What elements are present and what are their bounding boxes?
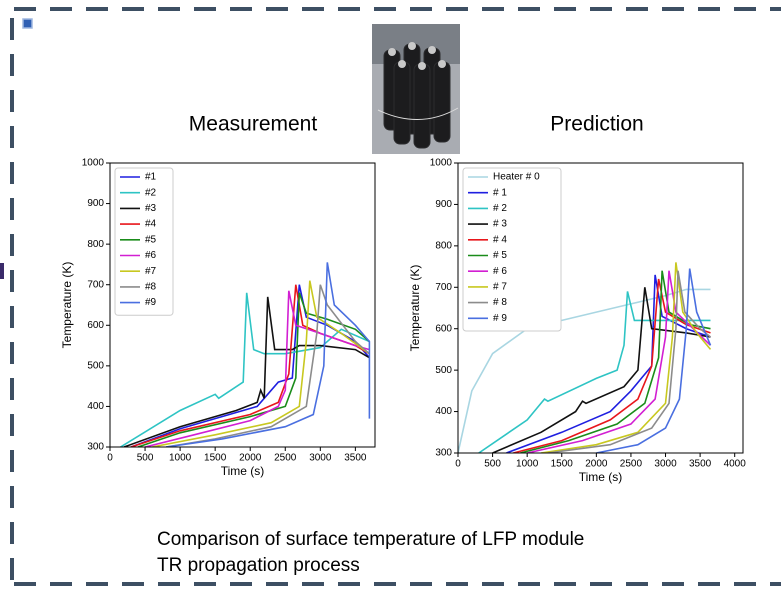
x-tick-label: 500 <box>137 453 154 464</box>
x-tick-label: 1000 <box>169 453 192 464</box>
x-tick-label: 3000 <box>654 459 677 470</box>
y-axis-label: Temperature (K) <box>408 265 422 352</box>
y-axis-label: Temperature (K) <box>60 262 74 349</box>
legend-label: # 4 <box>493 234 507 245</box>
caption: TR propagation process <box>157 555 360 576</box>
y-tick-label: 800 <box>435 240 452 251</box>
legend-label: #9 <box>145 297 157 308</box>
x-tick-label: 2500 <box>620 459 643 470</box>
legend-label: # 9 <box>493 313 507 324</box>
y-tick-label: 300 <box>87 442 104 453</box>
y-tick-label: 900 <box>435 199 452 210</box>
x-axis-label: Time (s) <box>221 464 265 478</box>
series-line <box>547 270 711 453</box>
x-tick-label: 0 <box>107 453 113 464</box>
y-tick-label: 400 <box>435 406 452 417</box>
series-line <box>458 288 711 453</box>
y-tick-label: 1000 <box>82 158 105 169</box>
side-marker <box>0 263 4 279</box>
legend-label: #7 <box>145 266 157 277</box>
caption: Comparison of surface temperature of LFP… <box>157 529 584 550</box>
series-line <box>520 270 711 453</box>
series-line <box>165 284 370 447</box>
legend-label: Heater # 0 <box>493 172 540 183</box>
y-tick-label: 900 <box>87 198 104 209</box>
y-tick-label: 700 <box>87 279 104 290</box>
series-line <box>123 296 370 447</box>
y-tick-label: 500 <box>435 365 452 376</box>
series-line <box>165 262 371 447</box>
handle <box>22 18 33 29</box>
x-tick-label: 3000 <box>309 453 332 464</box>
legend-label: #2 <box>145 187 157 198</box>
chart: Measurement 300 400 500 600 700 800 900 1000 0 500… <box>60 113 376 478</box>
series-line <box>492 287 711 453</box>
x-tick-label: 500 <box>484 459 501 470</box>
x-tick-label: 2000 <box>585 459 608 470</box>
x-tick-label: 1500 <box>551 459 574 470</box>
x-tick-label: 4000 <box>724 459 747 470</box>
legend-label: # 8 <box>493 297 507 308</box>
x-tick-label: 0 <box>455 459 461 470</box>
series-line <box>540 262 712 453</box>
legend-label: # 1 <box>493 187 507 198</box>
x-axis-label: Time (s) <box>579 470 623 484</box>
plot-area <box>458 262 712 453</box>
legend-label: #4 <box>145 219 157 230</box>
y-tick-label: 500 <box>87 360 104 371</box>
legend-label: # 6 <box>493 266 507 277</box>
y-tick-label: 600 <box>87 320 104 331</box>
series-line <box>513 278 711 453</box>
axes-frame <box>457 162 744 454</box>
y-tick-label: 400 <box>87 401 104 412</box>
x-tick-label: 3500 <box>344 453 367 464</box>
x-tick-label: 2500 <box>274 453 297 464</box>
legend-label: #6 <box>145 250 157 261</box>
legend-label: #1 <box>145 172 157 183</box>
y-tick-label: 1000 <box>430 158 453 169</box>
legend-label: #5 <box>145 234 157 245</box>
series-line <box>506 274 711 453</box>
axes-frame <box>109 162 376 448</box>
series-line <box>478 291 711 453</box>
series-line <box>151 280 370 447</box>
chart-title: Prediction <box>550 113 643 136</box>
legend-box <box>114 167 174 316</box>
legend-label: #3 <box>145 203 157 214</box>
series-line <box>596 268 712 453</box>
legend-label: # 2 <box>493 203 507 214</box>
legend-label: # 3 <box>493 219 507 230</box>
legend-label: # 7 <box>493 282 507 293</box>
photo <box>372 24 460 154</box>
x-tick-label: 3500 <box>689 459 712 470</box>
x-tick-label: 1500 <box>204 453 227 464</box>
series-line <box>144 290 370 447</box>
y-tick-label: 700 <box>435 282 452 293</box>
plot-area <box>120 262 371 447</box>
x-tick-label: 1000 <box>516 459 539 470</box>
chart: Prediction 300 400 500 600 700 800 900 1000 0 500 1… <box>408 113 746 485</box>
y-tick-label: 300 <box>435 448 452 459</box>
x-tick-label: 2000 <box>239 453 262 464</box>
y-tick-label: 800 <box>87 239 104 250</box>
series-line <box>527 270 712 453</box>
y-tick-label: 600 <box>435 323 452 334</box>
legend-label: # 5 <box>493 250 507 261</box>
legend-label: #8 <box>145 282 157 293</box>
chart-title: Measurement <box>189 113 318 136</box>
